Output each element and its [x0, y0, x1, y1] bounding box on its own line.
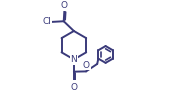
Text: O: O — [70, 83, 77, 92]
Text: Cl: Cl — [42, 17, 51, 26]
Text: N: N — [70, 55, 77, 64]
Text: O: O — [61, 1, 68, 10]
Text: O: O — [83, 61, 90, 70]
